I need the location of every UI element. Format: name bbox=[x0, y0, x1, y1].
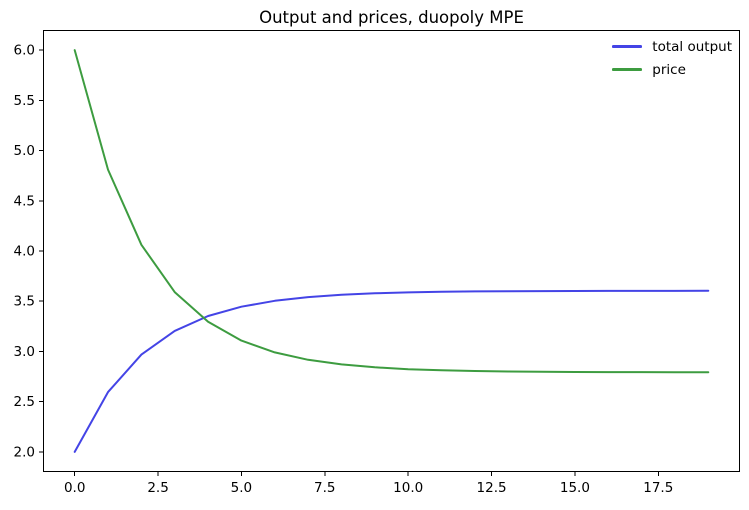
y-tick-label: 4.5 bbox=[14, 193, 35, 209]
x-tick-label: 2.5 bbox=[147, 480, 168, 496]
y-tick-label: 2.5 bbox=[14, 394, 35, 410]
y-tick-label: 3.0 bbox=[14, 344, 35, 360]
legend-line-sample-total-output bbox=[612, 45, 643, 48]
chart-title: Output and prices, duopoly MPE bbox=[259, 8, 524, 27]
y-tick-label: 6.0 bbox=[14, 43, 35, 59]
y-tick-label: 3.5 bbox=[14, 294, 35, 310]
legend-line-sample-price bbox=[612, 68, 643, 71]
legend-label-total-output: total output bbox=[652, 38, 732, 55]
y-tick-label: 5.5 bbox=[14, 93, 35, 109]
legend: total output price bbox=[612, 38, 732, 78]
y-tick-label: 2.0 bbox=[14, 444, 35, 460]
series-line-total-output bbox=[73, 289, 710, 453]
legend-label-price: price bbox=[652, 61, 686, 78]
x-tick-label: 7.5 bbox=[314, 480, 335, 496]
x-tick-label: 12.5 bbox=[477, 480, 507, 496]
legend-item-price: price bbox=[612, 61, 732, 78]
x-tick-label: 5.0 bbox=[231, 480, 252, 496]
y-tick-label: 4.0 bbox=[14, 244, 35, 260]
x-tick-label: 15.0 bbox=[560, 480, 590, 496]
axes-frame bbox=[43, 30, 740, 472]
x-tick-label: 17.5 bbox=[643, 480, 673, 496]
x-tick-label: 10.0 bbox=[393, 480, 423, 496]
x-tick-label: 0.0 bbox=[64, 480, 85, 496]
y-tick-label: 5.0 bbox=[14, 143, 35, 159]
series-line-price bbox=[73, 49, 710, 374]
legend-item-total-output: total output bbox=[612, 38, 732, 55]
